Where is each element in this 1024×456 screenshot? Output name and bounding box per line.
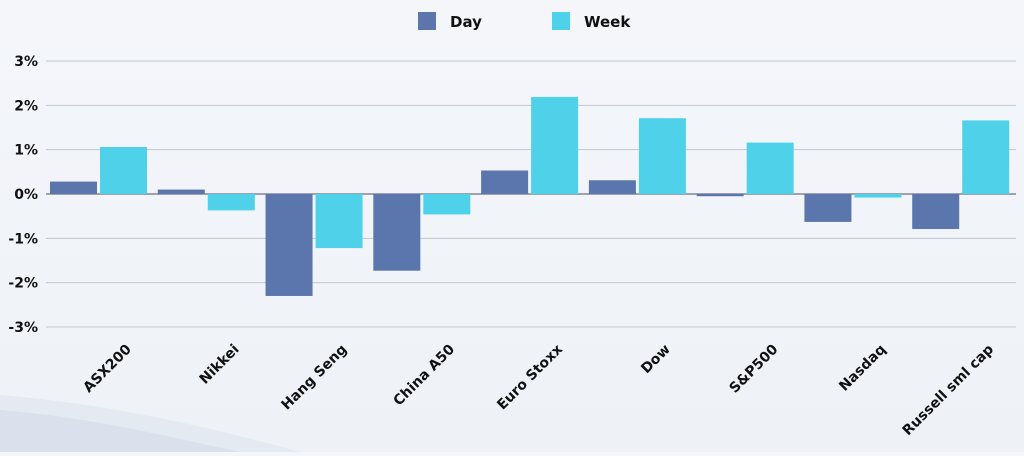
legend-label-day: Day — [450, 13, 482, 31]
bar-week — [423, 194, 471, 215]
x-tick-label: Nasdaq — [836, 342, 889, 395]
bar-week — [854, 194, 902, 198]
bar-day — [696, 194, 744, 197]
bar-week — [207, 194, 255, 211]
x-tick-label: ASX200 — [80, 341, 135, 396]
x-tick-label: Euro Stoxx — [494, 342, 566, 414]
bar-week — [315, 194, 363, 249]
bar-week — [638, 118, 686, 194]
legend-swatch-week — [552, 12, 570, 30]
x-tick-label: Hang Seng — [279, 342, 351, 414]
bar-week — [746, 142, 794, 194]
y-tick-label: -1% — [8, 231, 38, 247]
y-tick-label: 1% — [14, 143, 38, 159]
y-tick-label: 2% — [14, 98, 38, 114]
bar-week — [962, 120, 1010, 194]
x-tick-label: Russell sml cap — [900, 342, 997, 439]
bar-week — [100, 147, 147, 194]
bar-day — [481, 170, 529, 194]
bar-day — [912, 194, 960, 230]
bar-day — [157, 189, 205, 194]
bar-day — [804, 194, 852, 222]
y-tick-label: -2% — [8, 276, 38, 292]
bar-day — [50, 181, 97, 194]
legend-label-week: Week — [584, 13, 631, 31]
bar-week — [531, 96, 579, 194]
legend-swatch-day — [418, 12, 436, 30]
background-swoosh — [0, 410, 240, 452]
bar-day — [588, 180, 636, 194]
y-tick-label: 3% — [14, 54, 38, 70]
bar-day — [373, 194, 421, 271]
y-tick-label: -3% — [8, 320, 38, 336]
x-tick-label: S&P500 — [726, 341, 781, 396]
y-tick-label: 0% — [14, 187, 38, 203]
x-tick-label: Dow — [638, 341, 674, 377]
bar-day — [265, 194, 313, 296]
x-tick-label: Nikkei — [197, 342, 243, 388]
x-tick-label: China A50 — [391, 341, 459, 409]
